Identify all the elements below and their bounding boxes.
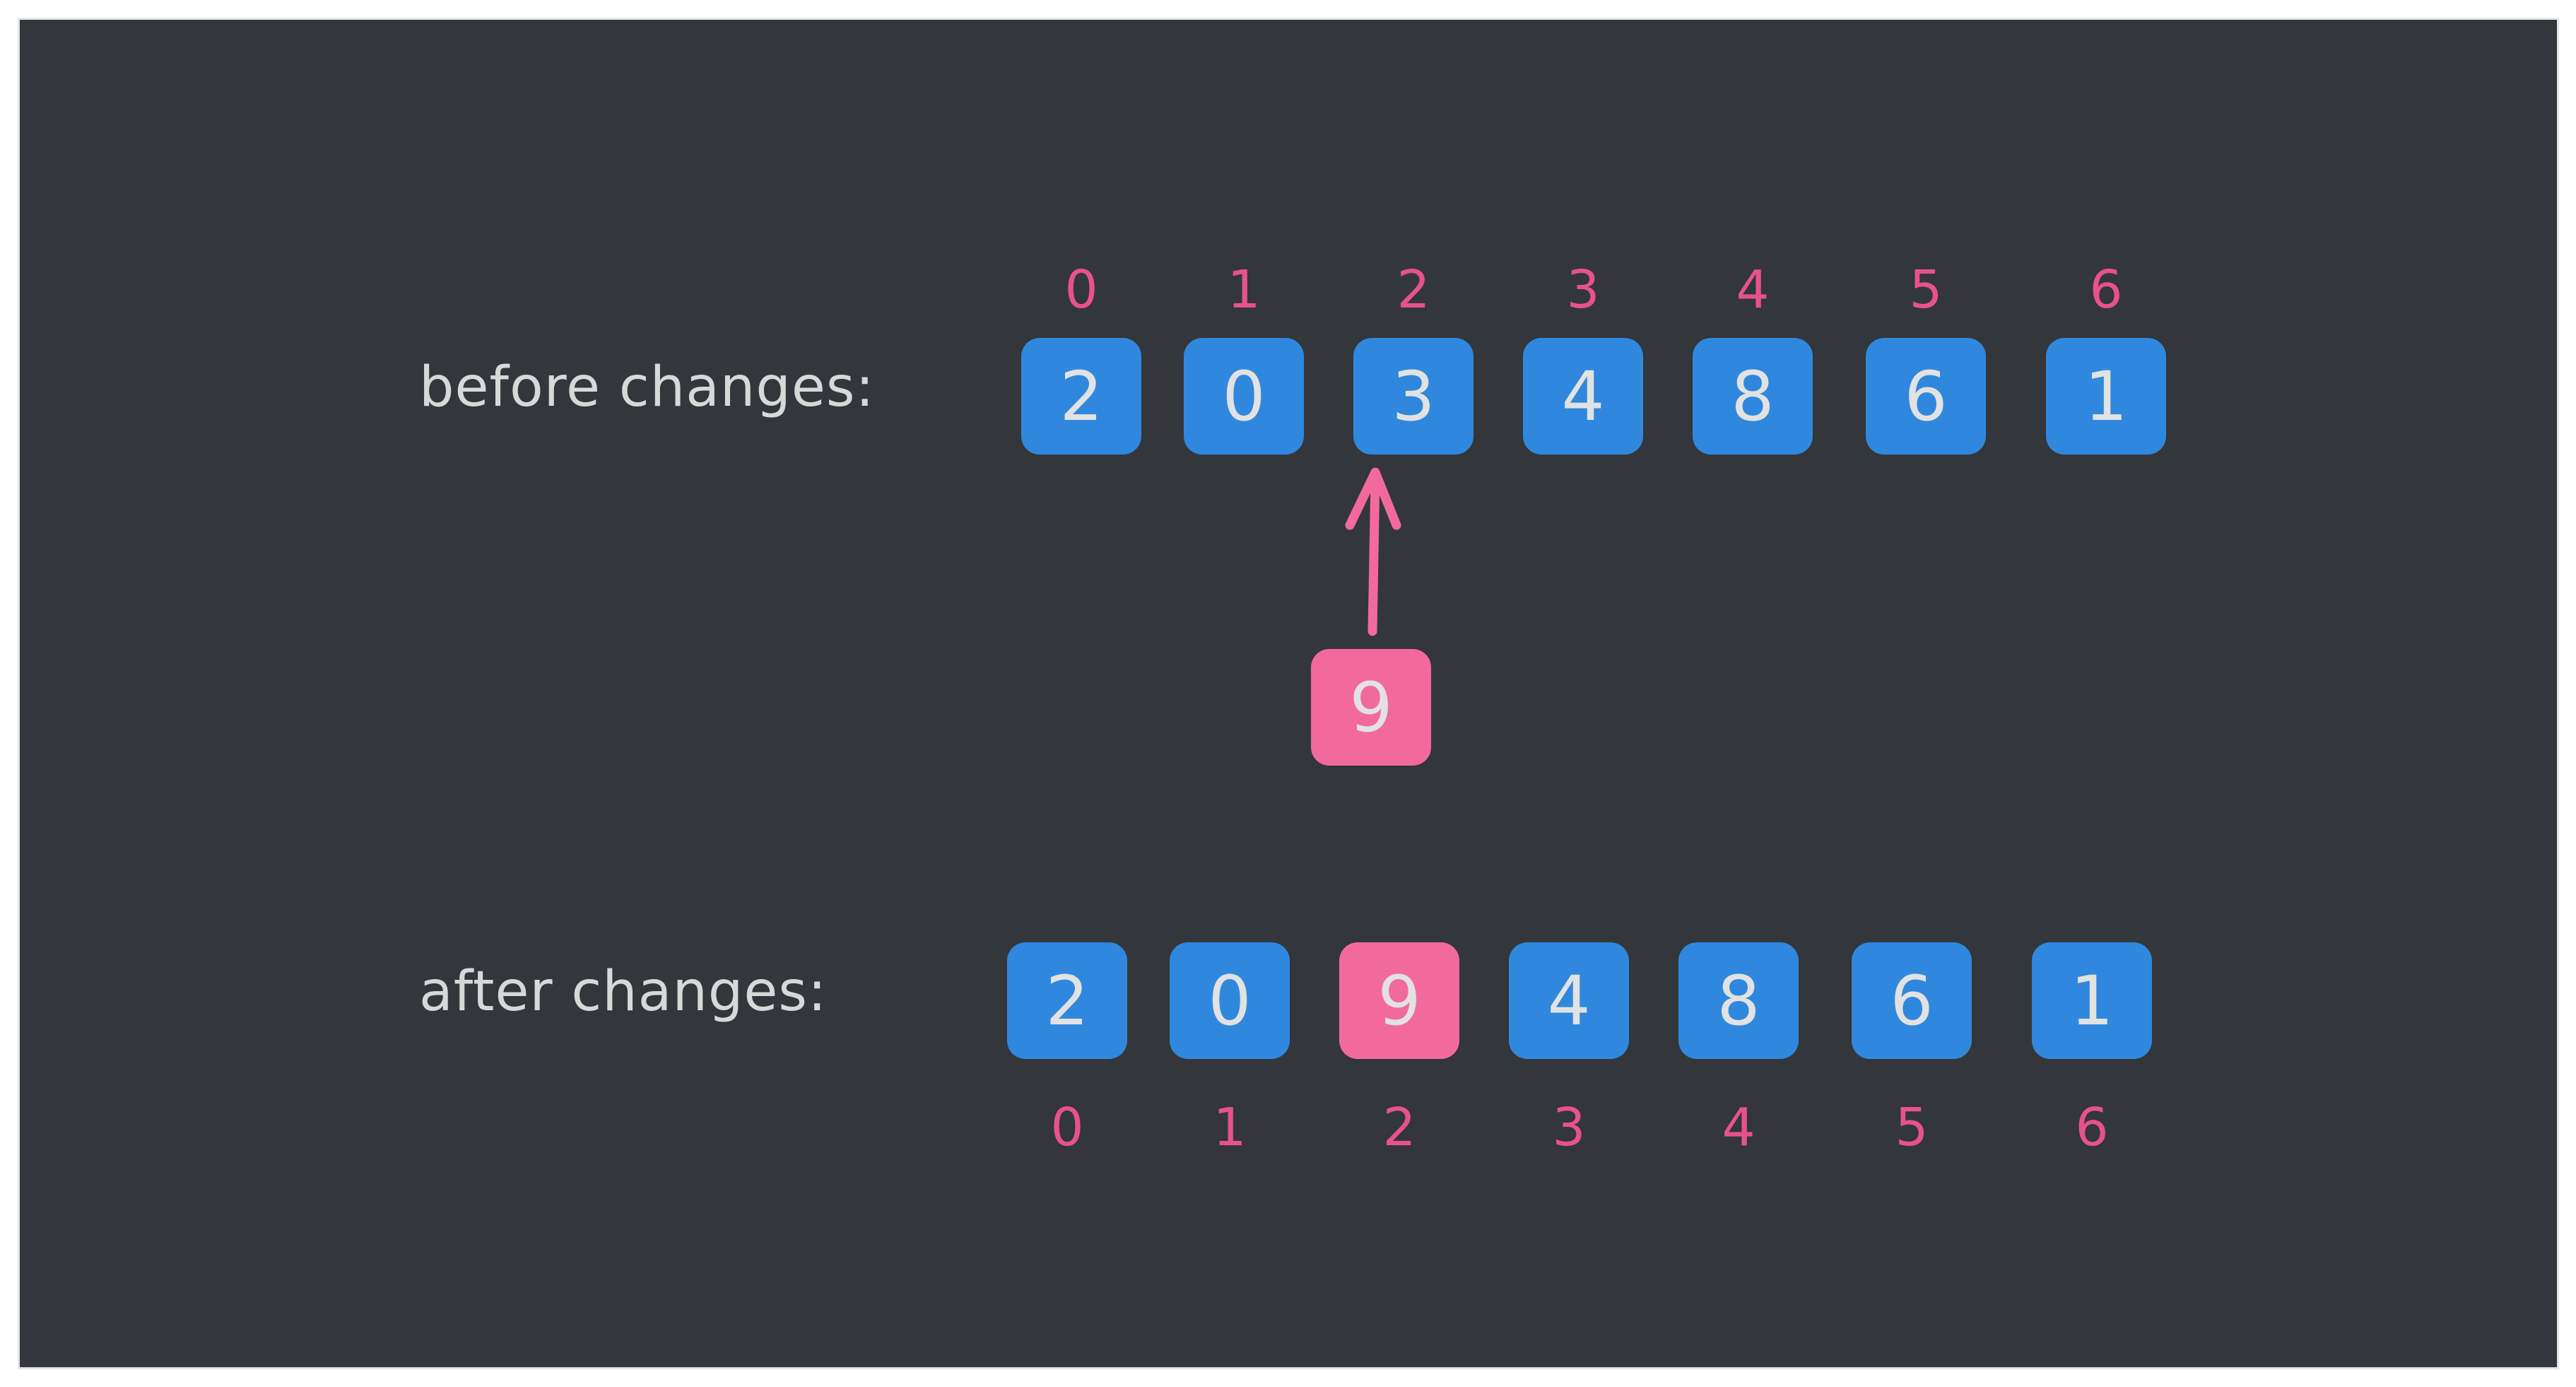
after-index-0: 0 <box>1025 1101 1110 1154</box>
before-index-4: 4 <box>1710 264 1795 316</box>
before-index-3: 3 <box>1541 264 1625 316</box>
after-cell-6: 1 <box>2032 942 2152 1059</box>
after-index-4: 4 <box>1696 1101 1781 1154</box>
after-index-1: 1 <box>1187 1101 1272 1154</box>
before-changes-label: before changes: <box>419 356 875 419</box>
after-changes-label: after changes: <box>419 960 827 1024</box>
before-index-6: 6 <box>2064 264 2148 316</box>
after-index-5: 5 <box>1869 1101 1954 1154</box>
after-cell-4: 8 <box>1678 942 1799 1059</box>
after-index-6: 6 <box>2049 1101 2134 1154</box>
before-cell-1: 0 <box>1184 338 1304 455</box>
before-index-2: 2 <box>1371 264 1456 316</box>
diagram-canvas: before changes: after changes: 0 1 2 3 4… <box>20 20 2557 1367</box>
after-index-2: 2 <box>1357 1101 1442 1154</box>
before-index-1: 1 <box>1201 264 1286 316</box>
after-cell-0: 2 <box>1007 942 1127 1059</box>
after-index-3: 3 <box>1527 1101 1611 1154</box>
before-cell-2: 3 <box>1353 338 1474 455</box>
after-cell-5: 6 <box>1852 942 1972 1059</box>
before-cell-4: 8 <box>1693 338 1813 455</box>
before-cell-6: 1 <box>2046 338 2166 455</box>
after-cell-3: 4 <box>1509 942 1629 1059</box>
after-cell-1: 0 <box>1170 942 1290 1059</box>
before-cell-3: 4 <box>1523 338 1643 455</box>
before-index-0: 0 <box>1039 264 1124 316</box>
before-index-5: 5 <box>1883 264 1968 316</box>
insert-arrow-icon <box>20 20 2557 1367</box>
after-cell-2: 9 <box>1339 942 1459 1059</box>
new-value-cell: 9 <box>1311 649 1431 766</box>
before-cell-0: 2 <box>1021 338 1141 455</box>
before-cell-5: 6 <box>1866 338 1986 455</box>
